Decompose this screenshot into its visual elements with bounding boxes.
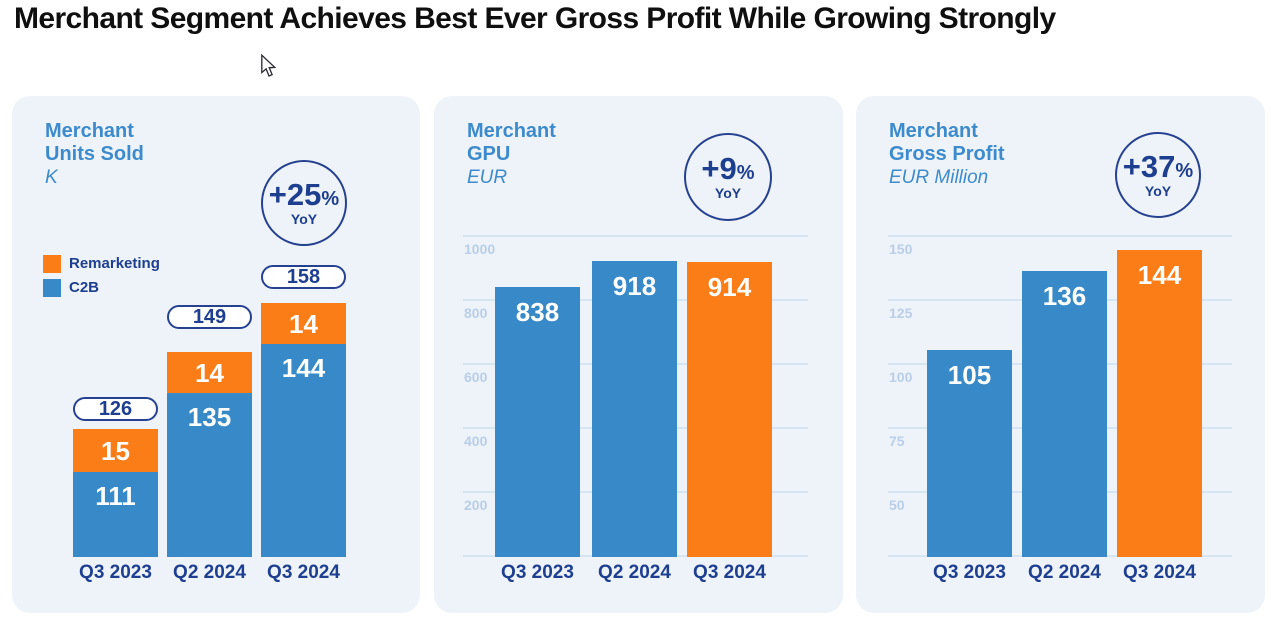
page-title: Merchant Segment Achieves Best Ever Gros… — [14, 2, 1056, 35]
bar-segment-remarketing-q3-2024 — [261, 303, 346, 344]
bar-segment-remarketing-q2-2024 — [167, 352, 252, 393]
panel-title-line: Merchant — [889, 120, 978, 142]
panel-header: Merchant GPU EUR — [467, 120, 556, 189]
legend-swatch-remarketing — [43, 255, 61, 273]
legend-item-c2b: C2B — [43, 279, 99, 297]
bar-segment-c2b-q3-2023 — [73, 472, 158, 557]
mouse-cursor-icon — [261, 54, 277, 77]
total-pill-q3-2023: 126 — [73, 397, 158, 421]
bar-value-label: 105 — [947, 360, 992, 390]
y-tick-label: 1000 — [464, 241, 496, 257]
panel-title-line: GPU — [467, 143, 511, 165]
panel-unit-label: EUR Million — [889, 167, 989, 188]
yoy-badge-value-row: +9% — [701, 150, 755, 186]
legend-item-remarketing: Remarketing — [43, 255, 160, 273]
bar-value-label: 914 — [707, 272, 752, 302]
y-tick-label: 50 — [889, 497, 905, 513]
yoy-badge-period: YoY — [290, 210, 318, 227]
bar-value-label: 838 — [515, 297, 560, 327]
x-axis-label-q2-2024: Q2 2024 — [1028, 562, 1101, 583]
y-tick-label: 75 — [889, 433, 905, 449]
bar-value-label: 135 — [187, 402, 232, 432]
panel-merchant-gross-profit: Merchant Gross Profit EUR Million +37% YoY 15… — [856, 96, 1265, 613]
yoy-badge-period: YoY — [714, 184, 742, 201]
yoy-badge-percent-sign: % — [736, 161, 755, 184]
panel-header: Merchant Gross Profit EUR Million — [889, 120, 1005, 189]
yoy-badge-value: +9 — [701, 150, 737, 186]
yoy-badge-value-row: +37% — [1122, 148, 1194, 184]
legend-swatch-c2b — [43, 279, 61, 297]
x-axis-label-q3-2024: Q3 2024 — [267, 562, 340, 583]
legend-label: C2B — [69, 279, 100, 296]
bar-value-label: 136 — [1042, 281, 1087, 311]
y-tick-label: 100 — [889, 369, 913, 385]
yoy-badge: +37% YoY — [1115, 132, 1201, 218]
x-axis-label-q2-2024: Q2 2024 — [598, 562, 671, 583]
x-axis-label-q3-2023: Q3 2023 — [933, 562, 1006, 583]
panel-title-line: Merchant — [467, 120, 556, 142]
legend-label: Remarketing — [69, 255, 160, 272]
bar-q3-2023 — [495, 287, 580, 557]
y-tick-label: 400 — [464, 433, 488, 449]
bar-segment-remarketing-q3-2023 — [73, 429, 158, 472]
x-axis-label-q3-2024: Q3 2024 — [1123, 562, 1196, 583]
total-pill-q2-2024: 149 — [167, 305, 252, 329]
gridline — [888, 235, 1232, 237]
x-axis-label-q3-2024: Q3 2024 — [693, 562, 766, 583]
x-axis-label-q2-2024: Q2 2024 — [173, 562, 246, 583]
bar-q3-2023 — [927, 350, 1012, 557]
bar-segment-c2b-q3-2024 — [261, 344, 346, 557]
bar-segment-c2b-q2-2024 — [167, 393, 252, 557]
y-tick-label: 600 — [464, 369, 488, 385]
panel-unit-label: EUR — [467, 167, 508, 188]
yoy-badge-value: +37 — [1122, 148, 1176, 184]
bar-value-label: 14 — [289, 309, 318, 339]
bar-q3-2024 — [1117, 250, 1202, 557]
bar-value-label: 918 — [612, 271, 657, 301]
panel-title-line: Gross Profit — [889, 143, 1005, 165]
gridline — [463, 235, 808, 237]
yoy-badge-value: +25 — [268, 176, 322, 212]
panel-title-line: Units Sold — [45, 143, 144, 165]
bar-value-label: 14 — [195, 358, 224, 388]
yoy-badge-period: YoY — [1144, 182, 1172, 199]
y-tick-label: 150 — [889, 241, 913, 257]
y-tick-label: 125 — [889, 305, 913, 321]
yoy-badge-percent-sign: % — [321, 187, 340, 210]
bar-value-label: 111 — [95, 481, 136, 511]
bar-q3-2024 — [687, 262, 772, 557]
bar-q2-2024 — [592, 261, 677, 557]
panel-merchant-units-sold: Merchant Units Sold K +25% YoY Remarketing C2B… — [12, 96, 420, 613]
y-tick-label: 200 — [464, 497, 488, 513]
yoy-badge-percent-sign: % — [1175, 159, 1194, 182]
bar-value-label: 144 — [281, 353, 326, 383]
bar-value-label: 144 — [1137, 260, 1182, 290]
panel-header: Merchant Units Sold K — [45, 120, 144, 189]
yoy-badge: +25% YoY — [261, 160, 347, 246]
panel-unit-label: K — [45, 167, 58, 188]
y-tick-label: 800 — [464, 305, 488, 321]
yoy-badge: +9% YoY — [684, 133, 772, 221]
bar-value-label: 15 — [101, 436, 130, 466]
panel-merchant-gpu: Merchant GPU EUR +9% YoY 1000 800 600 400 200 838 Q… — [434, 96, 843, 613]
panel-title-line: Merchant — [45, 120, 134, 142]
yoy-badge-value-row: +25% — [268, 176, 340, 212]
bar-q2-2024 — [1022, 271, 1107, 557]
total-pill-q3-2024: 158 — [261, 265, 346, 289]
x-axis-label-q3-2023: Q3 2023 — [79, 562, 152, 583]
x-axis-label-q3-2023: Q3 2023 — [501, 562, 574, 583]
